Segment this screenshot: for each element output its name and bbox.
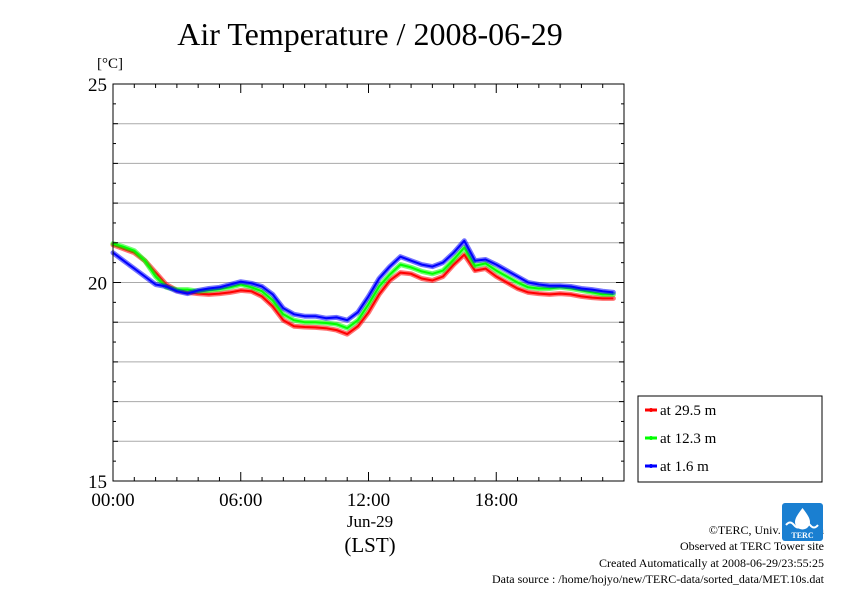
credits-block: ©TERC, Univ. Tsukuba Observed at TERC To… xyxy=(492,522,824,587)
y-unit-label: [°C] xyxy=(97,56,123,72)
x-tick-label: 12:00 xyxy=(347,490,390,511)
grid-lines xyxy=(113,123,624,442)
credit-created: Created Automatically at 2008-06-29/23:5… xyxy=(599,555,824,570)
x-tick-label: 00:00 xyxy=(91,490,134,511)
series-line-3 xyxy=(112,239,614,322)
x-zone-label: (LST) xyxy=(344,533,395,557)
legend: at 29.5 m at 12.3 m at 1.6 m xyxy=(637,395,823,483)
logo-text: TERC xyxy=(791,531,813,540)
series-line-halo xyxy=(110,238,616,323)
legend-box xyxy=(637,395,823,483)
legend-label: at 29.5 m xyxy=(660,403,717,419)
y-tick-label: 15 xyxy=(88,472,107,493)
terc-logo: TERC xyxy=(782,503,823,541)
x-date-label: Jun-29 xyxy=(347,512,393,531)
x-tick-label: 06:00 xyxy=(219,490,262,511)
x-tick-label: 18:00 xyxy=(475,490,518,511)
chart-title: Air Temperature / 2008-06-29 xyxy=(177,16,563,52)
credit-source: Data source : /home/hojyo/new/TERC-data/… xyxy=(491,571,824,586)
legend-marker xyxy=(649,464,653,468)
legend-label: at 1.6 m xyxy=(660,459,709,475)
legend-label: at 12.3 m xyxy=(660,431,717,447)
series-lines xyxy=(110,238,616,337)
axis-ticks: 15 20 25 00:00 06:00 12:00 18:00 xyxy=(88,75,625,511)
credit-copyright: ©TERC, Univ. Tsukuba xyxy=(708,523,824,537)
legend-marker xyxy=(649,436,653,440)
credit-site: Observed at TERC Tower site xyxy=(679,539,824,554)
legend-marker xyxy=(649,408,653,412)
y-tick-label: 20 xyxy=(88,274,107,295)
y-tick-label: 25 xyxy=(88,75,107,96)
